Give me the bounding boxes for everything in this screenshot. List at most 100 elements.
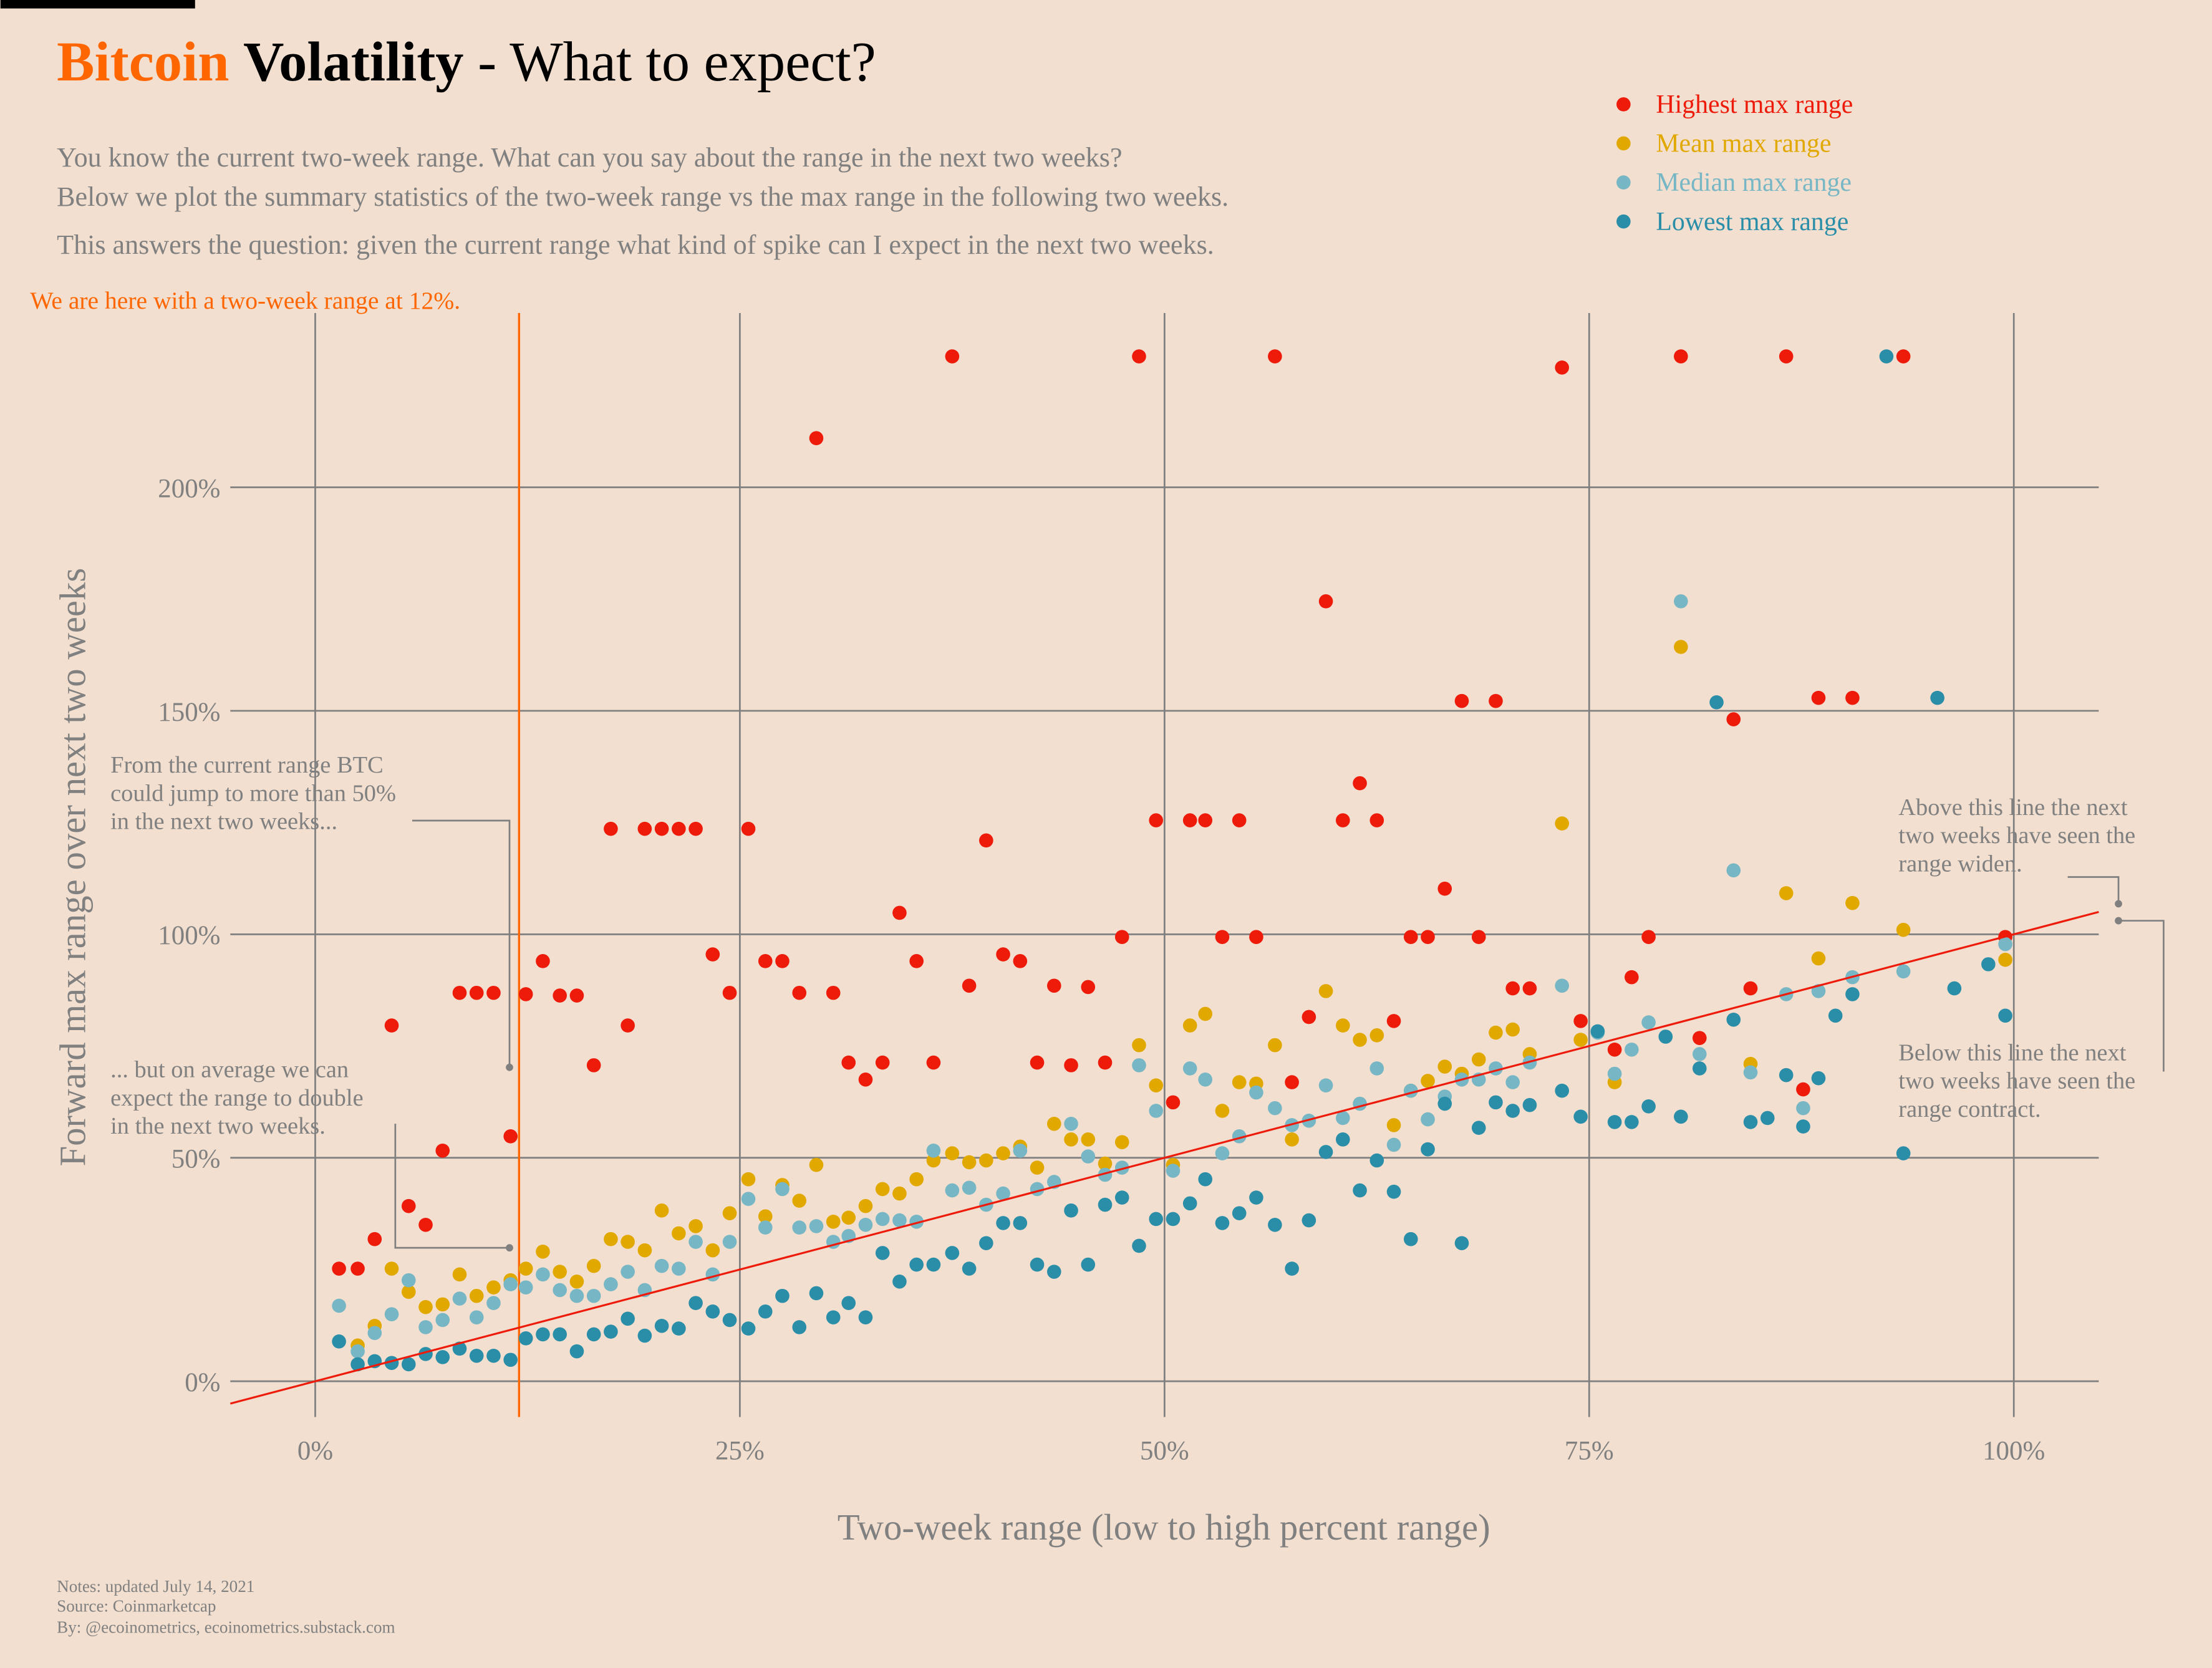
data-point-lowest	[1149, 1212, 1164, 1227]
data-point-lowest	[962, 1261, 977, 1276]
data-point-median	[1726, 863, 1741, 878]
data-point-lowest	[1607, 1115, 1622, 1129]
legend-label: Median max range	[1656, 168, 1852, 197]
data-point-highest	[486, 985, 501, 1000]
data-point-lowest	[1625, 1115, 1639, 1129]
data-point-mean	[705, 1243, 720, 1258]
data-point-highest	[1318, 594, 1333, 609]
data-point-lowest	[486, 1348, 501, 1363]
data-point-lowest	[1845, 987, 1860, 1001]
data-point-lowest	[553, 1327, 567, 1342]
data-point-median	[809, 1219, 824, 1233]
annotation-line: Above this line the next	[1898, 794, 2128, 821]
data-point-highest	[1522, 981, 1537, 996]
data-point-highest	[809, 431, 824, 445]
legend-marker-mean	[1616, 136, 1631, 151]
data-point-highest	[1064, 1058, 1078, 1073]
data-point-highest	[536, 954, 550, 968]
data-point-highest	[1625, 970, 1639, 985]
data-point-mean	[1081, 1132, 1096, 1147]
notes-byline: By: @ecoinometrics, ecoinometrics.substa…	[57, 1617, 395, 1636]
data-point-median	[1215, 1146, 1230, 1160]
data-point-median	[418, 1320, 433, 1334]
data-point-median	[1336, 1111, 1350, 1126]
data-point-lowest	[469, 1348, 484, 1363]
data-point-median	[1064, 1116, 1078, 1131]
data-point-lowest	[741, 1321, 756, 1336]
tick-labels: 0% 25% 50% 75% 100% 0% 50% 100% 150% 200%	[158, 474, 2045, 1465]
data-point-highest	[1845, 690, 1860, 705]
data-point-lowest	[586, 1327, 601, 1342]
data-point-highest	[758, 954, 773, 968]
data-point-lowest	[758, 1304, 773, 1319]
data-point-mean	[418, 1299, 433, 1314]
data-point-mean	[1845, 895, 1860, 910]
data-point-mean	[722, 1206, 737, 1220]
data-point-lowest	[775, 1288, 790, 1303]
legend-marker-lowest	[1616, 214, 1631, 229]
annotation-connector	[412, 819, 511, 1068]
data-point-highest	[1013, 954, 1028, 968]
data-point-median	[945, 1183, 960, 1198]
x-tick-label: 75%	[1565, 1436, 1614, 1465]
data-point-median	[384, 1307, 399, 1321]
data-point-lowest	[1879, 349, 1894, 364]
annotation-line: ... but on average we can	[110, 1057, 349, 1083]
data-point-lowest	[1693, 1061, 1707, 1076]
data-point-lowest	[809, 1286, 824, 1301]
data-point-lowest	[1318, 1145, 1333, 1159]
data-point-lowest	[435, 1350, 450, 1364]
data-point-mean	[553, 1265, 567, 1279]
data-point-highest	[1555, 360, 1569, 375]
data-point-highest	[384, 1018, 399, 1033]
data-point-mean	[1182, 1018, 1197, 1033]
annotation-line: Below this line the next	[1898, 1039, 2126, 1066]
data-point-lowest	[1796, 1119, 1810, 1134]
data-point-mean	[435, 1297, 450, 1312]
y-tick-label: 100%	[158, 921, 220, 950]
data-point-lowest	[792, 1320, 807, 1334]
data-point-median	[1132, 1058, 1146, 1073]
data-point-highest	[1114, 930, 1129, 944]
annotation-line: two weeks have seen the	[1898, 822, 2135, 849]
data-point-median	[892, 1213, 907, 1228]
data-point-median	[1182, 1061, 1197, 1076]
y-tick-label: 200%	[158, 474, 220, 503]
annotation-right-top: Above this line the next two weeks have …	[1898, 794, 2135, 908]
data-point-median	[367, 1326, 382, 1341]
data-point-lowest	[996, 1216, 1010, 1230]
data-point-mean	[809, 1157, 824, 1172]
notes-updated: Notes: updated July 14, 2021	[57, 1577, 254, 1596]
data-point-median	[1149, 1104, 1164, 1118]
data-point-highest	[1215, 930, 1230, 944]
data-point-median	[518, 1280, 533, 1294]
data-point-mean	[996, 1146, 1010, 1160]
data-point-highest	[350, 1261, 365, 1276]
data-point-mean	[1268, 1038, 1282, 1053]
data-point-median	[1555, 978, 1569, 993]
data-point-lowest	[1590, 1024, 1605, 1039]
data-point-lowest	[1896, 1146, 1911, 1160]
data-point-lowest	[858, 1310, 873, 1324]
data-point-mean	[1369, 1028, 1384, 1043]
data-point-mean	[909, 1172, 924, 1187]
data-point-mean	[1064, 1132, 1078, 1147]
data-point-lowest	[926, 1257, 941, 1272]
data-point-lowest	[536, 1327, 550, 1342]
data-point-lowest	[1779, 1068, 1794, 1082]
data-point-mean	[1573, 1033, 1588, 1047]
annotation-line: From the current range BTC	[110, 752, 384, 778]
data-point-median	[926, 1143, 941, 1158]
data-point-lowest	[1947, 981, 1962, 996]
data-point-lowest	[1828, 1008, 1843, 1023]
data-point-highest	[688, 821, 703, 836]
page-title: Bitcoin Volatility - What to expect?	[57, 30, 876, 93]
annotation-left-top: From the current range BTC could jump to…	[110, 752, 513, 1071]
legend: Highest max range Mean max range Median ma…	[1616, 90, 1853, 236]
title-volatility: Volatility	[243, 30, 463, 93]
data-point-lowest	[672, 1321, 686, 1336]
data-point-highest	[1896, 349, 1911, 364]
data-point-highest	[875, 1055, 890, 1070]
data-point-highest	[1796, 1082, 1810, 1097]
data-point-median	[1318, 1078, 1333, 1092]
